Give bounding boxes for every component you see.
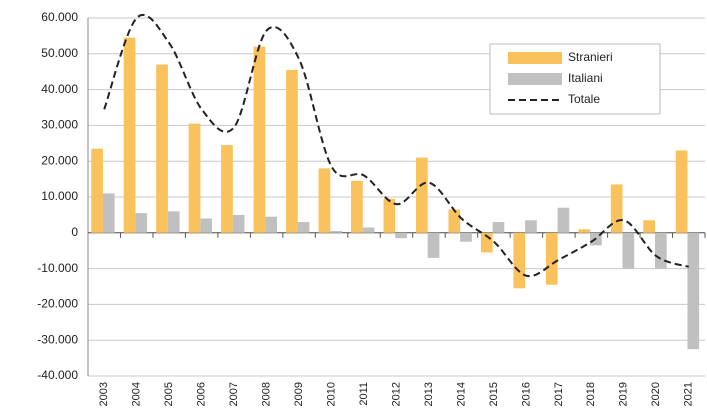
x-tick-label: 2017: [553, 382, 565, 406]
x-tick-label: 2008: [261, 382, 273, 406]
x-tick-label: 2007: [228, 382, 240, 406]
y-tick-label: 30.000: [41, 118, 78, 132]
bar: [610, 184, 623, 233]
legend-label: Stranieri: [568, 50, 613, 64]
legend-label: Italiani: [568, 71, 603, 85]
bar: [253, 46, 266, 233]
x-tick-label: 2012: [390, 382, 402, 406]
line: [103, 14, 690, 278]
bar: [557, 207, 570, 233]
x-tick-label: 2016: [520, 382, 532, 406]
bar: [480, 232, 493, 253]
bar: [675, 150, 688, 233]
x-tick-label: 2005: [163, 382, 175, 406]
x-tick-label: 2019: [618, 382, 630, 406]
x-tick-label: 2013: [423, 382, 435, 406]
bar: [460, 232, 472, 242]
bar: [654, 232, 667, 269]
bar: [578, 229, 591, 233]
bar: [622, 232, 635, 269]
bar: [91, 148, 103, 233]
y-tick-label: 60.000: [41, 10, 78, 24]
y-tick-label: 40.000: [41, 82, 78, 96]
legend-swatch: [508, 73, 562, 85]
legend-swatch: [508, 52, 562, 64]
bar: [318, 168, 331, 233]
y-tick-label: 20.000: [41, 153, 78, 167]
bar: [232, 214, 245, 233]
y-tick-label: -30.000: [37, 332, 78, 346]
y-tick-label: 10.000: [41, 189, 78, 203]
bar: [395, 232, 407, 239]
bar: [448, 209, 461, 233]
bar: [351, 180, 363, 233]
x-tick-label: 2011: [358, 382, 370, 406]
bar: [200, 218, 213, 233]
x-tick-label: 2003: [98, 382, 110, 406]
bar: [221, 145, 233, 233]
bar: [643, 220, 655, 233]
y-tick-label: -20.000: [37, 297, 78, 311]
bar: [188, 123, 201, 233]
legend: Stranieri Italiani Totale: [489, 43, 661, 115]
bar: [156, 64, 168, 233]
bar: [135, 213, 148, 233]
y-tick-label: 50.000: [41, 46, 78, 60]
bar: [102, 193, 115, 233]
y-tick-label: -40.000: [37, 368, 78, 382]
x-tick-label: 2014: [455, 382, 467, 406]
bar: [545, 232, 558, 285]
y-tick-label: -10.000: [37, 261, 78, 275]
bar: [286, 69, 298, 233]
bar: [265, 216, 277, 233]
bar: [362, 227, 375, 233]
x-tick-label: 2020: [650, 382, 662, 406]
x-tick-label: 2004: [131, 382, 143, 406]
bar: [297, 222, 310, 233]
x-tick-label: 2006: [196, 382, 208, 406]
x-tick-label: 2018: [585, 382, 597, 406]
bar: [415, 157, 428, 233]
legend-label: Totale: [568, 92, 600, 106]
y-tick-label: 0: [71, 225, 78, 239]
bar: [492, 222, 505, 233]
x-tick-label: 2021: [683, 382, 695, 406]
bar: [123, 37, 136, 233]
bar: [167, 211, 180, 233]
bar: [525, 220, 537, 233]
bar: [513, 232, 526, 289]
bar: [383, 198, 396, 233]
bar: [330, 231, 342, 233]
x-tick-label: 2009: [293, 382, 305, 406]
x-tick-label: 2015: [488, 382, 500, 406]
bar: [427, 232, 440, 258]
bar: [687, 232, 700, 350]
x-tick-label: 2010: [325, 382, 337, 406]
